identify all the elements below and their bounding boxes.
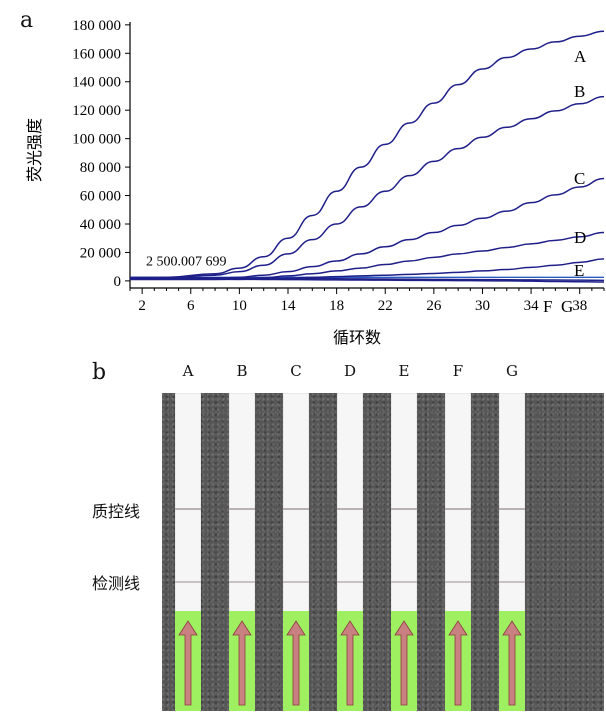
x-tick-label: 26: [426, 298, 442, 314]
test-line: [445, 581, 471, 583]
y-tick-label: 20 000: [80, 245, 121, 261]
series-line-g: [129, 276, 605, 282]
series-label-d: D: [574, 228, 586, 247]
y-tick-label: 120 000: [72, 103, 121, 119]
x-tick-label: 14: [281, 298, 297, 314]
arrow-icon: [394, 620, 414, 706]
test-line: [283, 581, 309, 583]
y-axis-title: 荧光强度: [25, 118, 44, 182]
y-tick-label: 180 000: [72, 18, 121, 34]
x-tick-label: 30: [475, 298, 490, 314]
arrow-icon: [340, 620, 360, 706]
arrow-icon: [286, 620, 306, 706]
y-tick-label: 140 000: [72, 75, 121, 91]
control-line-label: 质控线: [92, 502, 141, 521]
x-tick-label: 18: [329, 298, 344, 314]
y-tick-label: 80 000: [80, 160, 121, 176]
control-line: [229, 508, 255, 510]
test-strip-e: [391, 393, 417, 711]
x-axis-title: 循环数: [333, 328, 381, 347]
strip-label-b: B: [236, 362, 248, 380]
y-tick-label: 60 000: [80, 189, 121, 205]
test-line-label: 检测线: [92, 574, 141, 593]
y-tick-label: 160 000: [72, 46, 121, 62]
series-line-a: [129, 30, 605, 279]
test-strip-photo: [162, 393, 604, 711]
strip-label-d: D: [343, 362, 357, 380]
arrow-icon: [178, 620, 198, 706]
x-tick-label: 34: [524, 298, 540, 314]
x-tick-label: 38: [572, 298, 587, 314]
y-tick-label: 100 000: [72, 132, 121, 148]
test-line: [391, 581, 417, 583]
y-tick-label: 40 000: [80, 217, 121, 233]
panel-b-label: b: [92, 360, 107, 385]
control-line: [499, 508, 525, 510]
series-line-b: [129, 95, 605, 279]
test-strip-b: [229, 393, 255, 711]
test-strip-g: [499, 393, 525, 711]
control-line: [445, 508, 471, 510]
control-line: [337, 508, 363, 510]
x-tick-label: 22: [378, 298, 393, 314]
test-line: [175, 581, 201, 583]
control-line: [175, 508, 201, 510]
strip-label-a: A: [182, 362, 194, 380]
series-label-a: A: [574, 47, 587, 66]
threshold-label: 2 500.007 699: [146, 254, 227, 269]
series-label-f: F: [543, 297, 552, 316]
series-label-e: E: [574, 261, 584, 280]
series-line-f: [129, 278, 605, 283]
test-strip-a: [175, 393, 201, 711]
control-line: [391, 508, 417, 510]
test-strip-d: [337, 393, 363, 711]
series-label-c: C: [574, 169, 585, 188]
strip-label-e: E: [398, 362, 410, 380]
x-tick-label: 2: [138, 298, 146, 314]
test-strip-c: [283, 393, 309, 711]
test-line: [229, 581, 255, 583]
x-tick-label: 10: [232, 298, 247, 314]
y-tick-label: 0: [114, 274, 122, 290]
pcr-amplification-chart: 0 20 000 40 000 60 000 80 000 100 000 120 000 1…: [25, 18, 605, 347]
strip-label-g: G: [506, 362, 518, 380]
arrow-icon: [502, 620, 522, 706]
x-tick-label: 6: [187, 298, 195, 314]
test-line: [337, 581, 363, 583]
series-label-b: B: [574, 82, 585, 101]
test-line: [499, 581, 525, 583]
panel-a-label: a: [20, 8, 34, 33]
arrow-icon: [232, 620, 252, 706]
arrow-icon: [448, 620, 468, 706]
control-line: [283, 508, 309, 510]
strip-label-f: F: [452, 362, 464, 380]
test-strip-f: [445, 393, 471, 711]
series-label-g: G: [561, 297, 573, 316]
strip-label-c: C: [290, 362, 302, 380]
